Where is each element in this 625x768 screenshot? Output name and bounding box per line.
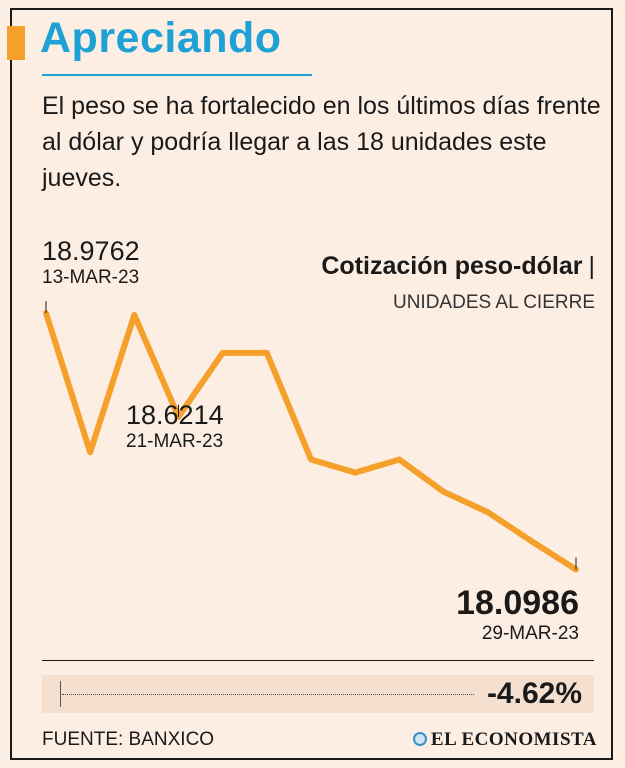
- annotation-start-date: 13-MAR-23: [42, 267, 140, 288]
- chart-title: Cotización peso-dólar |: [321, 252, 595, 281]
- change-bar-tick: [60, 681, 61, 707]
- lede: El peso se ha fortalecido en los últimos…: [42, 92, 601, 192]
- chart-subtitle: UNIDADES AL CIERRE: [392, 292, 595, 313]
- source: FUENTE: BANXICO: [42, 729, 215, 750]
- divider: [42, 660, 594, 661]
- annotation-end-value: 18.0986: [456, 584, 579, 622]
- chart-title-text: Cotización peso-dólar: [321, 252, 583, 280]
- headline-rule: [42, 74, 312, 76]
- change-bar: -4.62%: [42, 675, 594, 713]
- headline: Apreciando: [40, 14, 282, 62]
- annotation-low: 18.6214 21-MAR-23: [126, 400, 224, 453]
- annotation-low-date: 21-MAR-23: [126, 431, 224, 452]
- change-value: -4.62%: [486, 677, 582, 710]
- annotation-end: 18.0986 29-MAR-23: [456, 584, 579, 645]
- brand-logo-icon: [412, 732, 427, 746]
- annotation-start-value: 18.9762: [42, 236, 140, 266]
- annotation-low-value: 18.6214: [126, 400, 224, 430]
- chart-title-separator: |: [588, 252, 596, 280]
- frame: [10, 8, 613, 760]
- annotation-start: 18.9762 13-MAR-23: [42, 236, 140, 289]
- accent-bar: [7, 26, 25, 60]
- change-bar-dotted-line: [62, 694, 474, 695]
- brand-name: EL ECONOMISTA: [430, 729, 597, 750]
- brand: EL ECONOMISTA: [412, 729, 597, 751]
- annotation-end-date: 29-MAR-23: [481, 623, 579, 644]
